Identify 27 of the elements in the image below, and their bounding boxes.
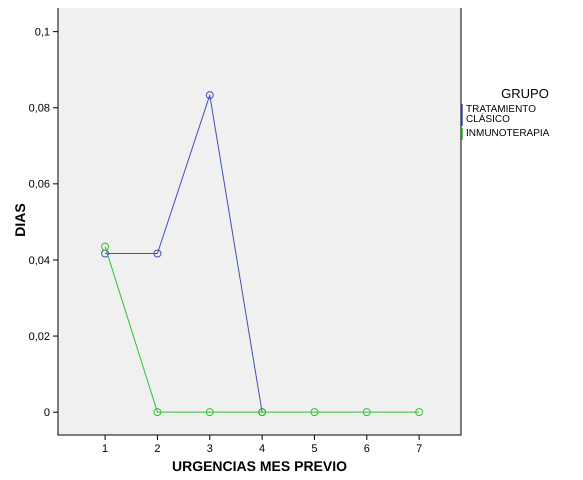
y-axis-title: DIAS [12, 203, 28, 237]
x-tick-label: 3 [206, 443, 213, 455]
point [101, 249, 110, 258]
legend-label: INMUNOTERAPIA [466, 128, 550, 139]
point [153, 249, 162, 258]
point [415, 408, 424, 416]
point [153, 408, 162, 416]
x-tick-label: 1 [102, 443, 108, 455]
point [101, 242, 110, 251]
y-tick-label: 0,1 [34, 26, 50, 38]
point [206, 408, 214, 416]
x-tick-label: 2 [154, 443, 161, 455]
point [206, 91, 214, 100]
point [362, 408, 371, 416]
x-tick-label: 4 [259, 443, 266, 455]
y-tick-label: 0 [44, 407, 50, 420]
y-tick-label: 0,06 [28, 178, 50, 191]
y-tick-label: 0,02 [28, 330, 50, 343]
legend-title: GRUPO [501, 86, 549, 101]
y-tick-label: 0,08 [28, 102, 50, 115]
y-tick-label: 0,04 [28, 254, 50, 267]
x-axis-title: URGENCIAS MES PREVIO [172, 458, 348, 474]
x-tick-label: 6 [364, 443, 370, 455]
x-tick-label: 7 [416, 443, 422, 455]
x-tick-label: 5 [311, 443, 318, 455]
legend-label: TRATAMIENTO CLÁSICO [466, 104, 536, 125]
point [310, 408, 318, 416]
